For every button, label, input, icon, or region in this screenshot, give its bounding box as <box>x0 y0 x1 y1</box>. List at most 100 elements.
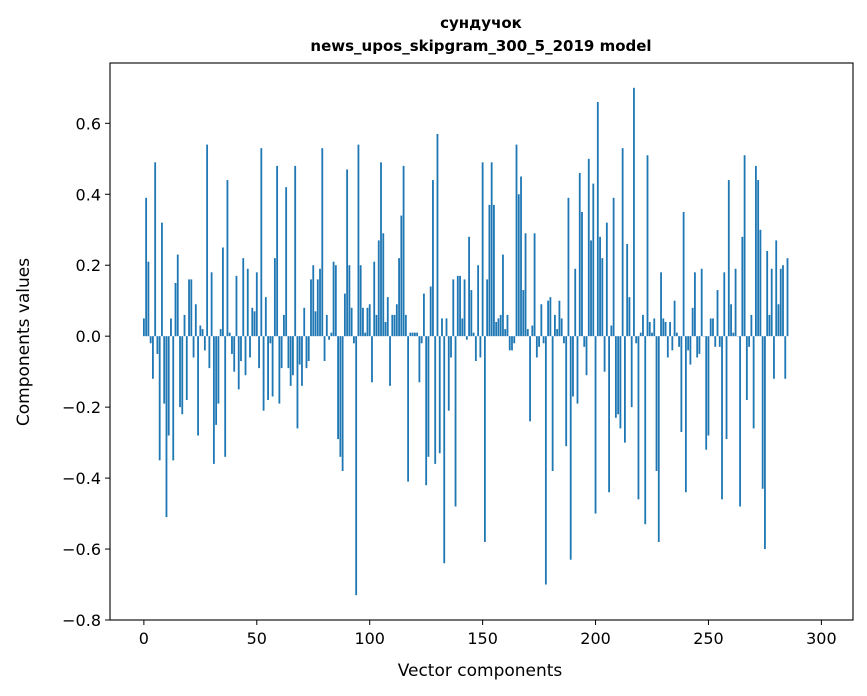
bar <box>603 336 606 372</box>
bar <box>712 318 714 337</box>
bar <box>689 336 692 365</box>
bar <box>163 336 166 404</box>
plot-frame <box>109 62 854 621</box>
bar <box>296 336 299 429</box>
bar <box>637 336 640 500</box>
bar <box>565 336 568 447</box>
bar <box>596 102 599 337</box>
bar <box>502 254 504 337</box>
bar <box>732 332 735 337</box>
bar <box>380 162 382 337</box>
bar <box>560 318 563 337</box>
bar <box>418 336 421 383</box>
bar <box>441 318 443 337</box>
bar <box>662 318 665 337</box>
bar <box>633 87 635 337</box>
bar <box>626 243 629 337</box>
y-tick-label: −0.6 <box>62 540 101 559</box>
bar <box>188 279 190 337</box>
bar <box>619 336 622 429</box>
bar <box>524 233 527 337</box>
bar <box>569 336 572 560</box>
bar <box>432 180 434 337</box>
bar <box>508 336 511 351</box>
bar <box>576 336 579 404</box>
bar <box>770 268 773 337</box>
bar <box>648 321 651 337</box>
bar <box>551 336 554 471</box>
bar <box>653 318 656 337</box>
bar <box>531 325 534 337</box>
bar <box>425 336 428 486</box>
bar <box>766 251 769 337</box>
bar <box>526 329 529 337</box>
bar <box>511 336 513 351</box>
bar <box>235 275 238 337</box>
bar <box>624 336 626 443</box>
bar <box>416 332 419 337</box>
bar <box>540 304 543 337</box>
bar <box>366 307 369 337</box>
bar <box>450 336 452 358</box>
bar <box>197 336 199 436</box>
bar <box>764 336 766 550</box>
bar <box>601 258 604 337</box>
y-tick-label: −0.4 <box>62 469 101 488</box>
bar <box>447 336 450 411</box>
bar <box>694 272 696 337</box>
bar <box>350 307 353 337</box>
bar <box>786 258 789 337</box>
bar <box>775 240 778 337</box>
bar <box>149 336 152 344</box>
y-axis-label: Components values <box>14 258 34 426</box>
bar <box>282 314 285 337</box>
bar <box>587 158 590 337</box>
bar <box>700 268 703 337</box>
bar <box>743 155 746 337</box>
bar <box>240 336 242 362</box>
bar <box>745 336 748 401</box>
bar <box>303 307 306 337</box>
bar <box>517 194 520 337</box>
bar <box>578 172 581 337</box>
bar <box>398 258 400 337</box>
bar <box>644 336 647 525</box>
bar <box>605 222 608 337</box>
bar <box>420 336 423 344</box>
bar <box>718 336 721 347</box>
bar <box>176 254 179 337</box>
bar <box>355 336 358 596</box>
bar <box>594 336 597 514</box>
y-tick-label: 0.2 <box>76 256 101 275</box>
bar <box>621 148 624 337</box>
bar <box>542 336 545 344</box>
bar <box>310 279 312 337</box>
bar <box>185 336 188 401</box>
bar <box>172 336 175 461</box>
bar <box>456 275 459 337</box>
bar <box>635 336 638 344</box>
bar <box>452 279 455 337</box>
bar <box>438 336 441 454</box>
bar <box>754 165 757 337</box>
bar <box>651 332 653 337</box>
x-axis-ticks: 0 50 100 150 200 250 300 <box>139 620 837 648</box>
bar <box>630 336 633 408</box>
bar <box>289 336 292 386</box>
bar <box>271 336 274 397</box>
bar <box>323 336 326 362</box>
bar <box>170 318 172 337</box>
bar <box>696 336 699 358</box>
bar <box>687 336 690 351</box>
bar <box>678 336 681 347</box>
bar <box>563 336 565 344</box>
bar <box>705 336 708 450</box>
bar <box>264 297 267 337</box>
bar <box>768 314 771 337</box>
bar <box>671 336 674 351</box>
bar <box>497 318 500 337</box>
bar <box>520 176 522 337</box>
bar <box>673 300 676 337</box>
bar <box>556 329 559 337</box>
